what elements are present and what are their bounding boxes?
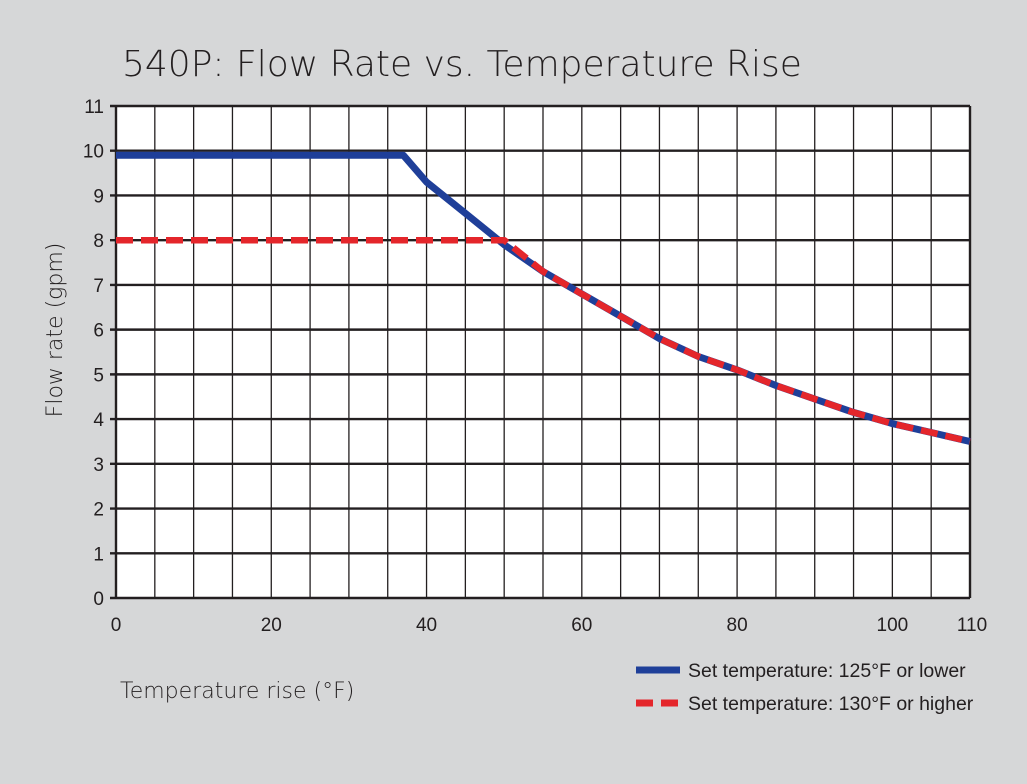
- y-tick-label: 9: [93, 186, 104, 207]
- y-tick-label: 2: [93, 500, 104, 521]
- x-tick-label: 20: [261, 615, 282, 636]
- legend: Set temperature: 125°F or lower Set tempe…: [636, 660, 974, 715]
- series-line-1: [116, 151, 971, 445]
- series-lines: [116, 151, 971, 445]
- grid: [110, 104, 972, 600]
- x-axis-label: Temperature rise (°F): [120, 679, 354, 704]
- legend-label-1: Set temperature: 125°F or lower: [688, 660, 966, 682]
- x-tick-label: 110: [957, 615, 987, 636]
- x-tick-label: 100: [877, 615, 909, 636]
- y-tick-label: 8: [93, 231, 104, 252]
- y-tick-label: 7: [93, 276, 104, 297]
- x-tick-label: 40: [416, 615, 437, 636]
- chart-title: 540P: Flow Rate vs. Temperature Rise: [122, 44, 802, 85]
- x-tick-label: 80: [727, 615, 748, 636]
- y-tick-label: 6: [93, 321, 104, 342]
- y-tick-label: 4: [93, 410, 104, 431]
- y-tick-label: 5: [93, 365, 104, 386]
- x-tick-label: 0: [111, 615, 122, 636]
- series-line-2: [116, 236, 971, 445]
- y-tick-label: 1: [93, 544, 104, 565]
- y-tick-label: 3: [93, 455, 104, 476]
- y-axis-label: Flow rate (gpm): [43, 243, 68, 418]
- x-tick-label: 60: [571, 615, 592, 636]
- y-tick-label: 11: [84, 97, 104, 118]
- y-tick-label: 0: [93, 589, 104, 610]
- y-tick-label: 10: [83, 142, 104, 163]
- legend-label-2: Set temperature: 130°F or higher: [688, 693, 974, 715]
